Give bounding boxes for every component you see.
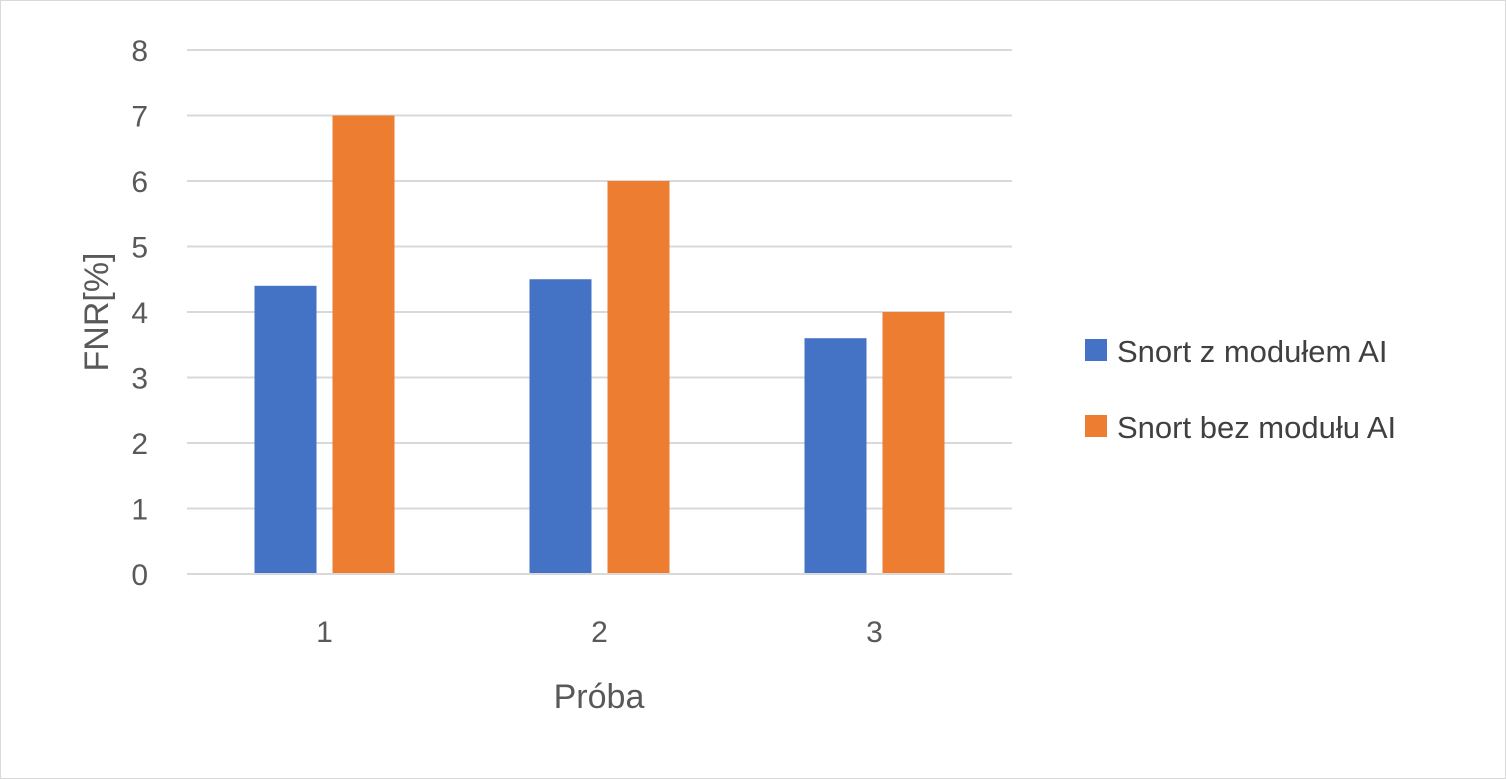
y-tick-label: 8 bbox=[131, 35, 148, 68]
y-tick-label: 2 bbox=[131, 428, 148, 461]
y-tick-label: 1 bbox=[131, 494, 148, 527]
gridlines bbox=[187, 49, 1012, 510]
bar-without-ai-3 bbox=[882, 312, 945, 574]
y-tick-label: 7 bbox=[131, 101, 148, 134]
bar-without-ai-1 bbox=[332, 115, 395, 574]
legend-label: Snort z modułem AI bbox=[1117, 334, 1388, 369]
y-axis-title: FNR[%] bbox=[78, 253, 116, 372]
x-tick-label: 3 bbox=[866, 616, 883, 649]
legend-swatch bbox=[1085, 415, 1107, 437]
legend-swatch bbox=[1085, 339, 1107, 361]
y-tick-label: 0 bbox=[131, 559, 148, 592]
y-tick-label: 4 bbox=[131, 297, 148, 330]
legend: Snort z modułem AI Snort bez modułu AI bbox=[1085, 334, 1396, 445]
y-axis-ticks: 0 1 2 3 4 5 6 7 8 bbox=[131, 35, 148, 592]
x-tick-label: 2 bbox=[591, 616, 608, 649]
legend-label: Snort bez modułu AI bbox=[1117, 410, 1396, 445]
x-axis-title: Próba bbox=[554, 678, 645, 716]
y-tick-label: 3 bbox=[131, 363, 148, 396]
bars bbox=[254, 115, 945, 574]
x-axis-ticks: 1 2 3 bbox=[316, 616, 883, 649]
y-tick-label: 5 bbox=[131, 232, 148, 265]
bar-with-ai-1 bbox=[254, 285, 317, 574]
bar-with-ai-2 bbox=[529, 279, 592, 574]
bar-without-ai-2 bbox=[607, 181, 670, 574]
bar-with-ai-3 bbox=[804, 338, 867, 574]
y-tick-label: 6 bbox=[131, 166, 148, 199]
x-tick-label: 1 bbox=[316, 616, 333, 649]
